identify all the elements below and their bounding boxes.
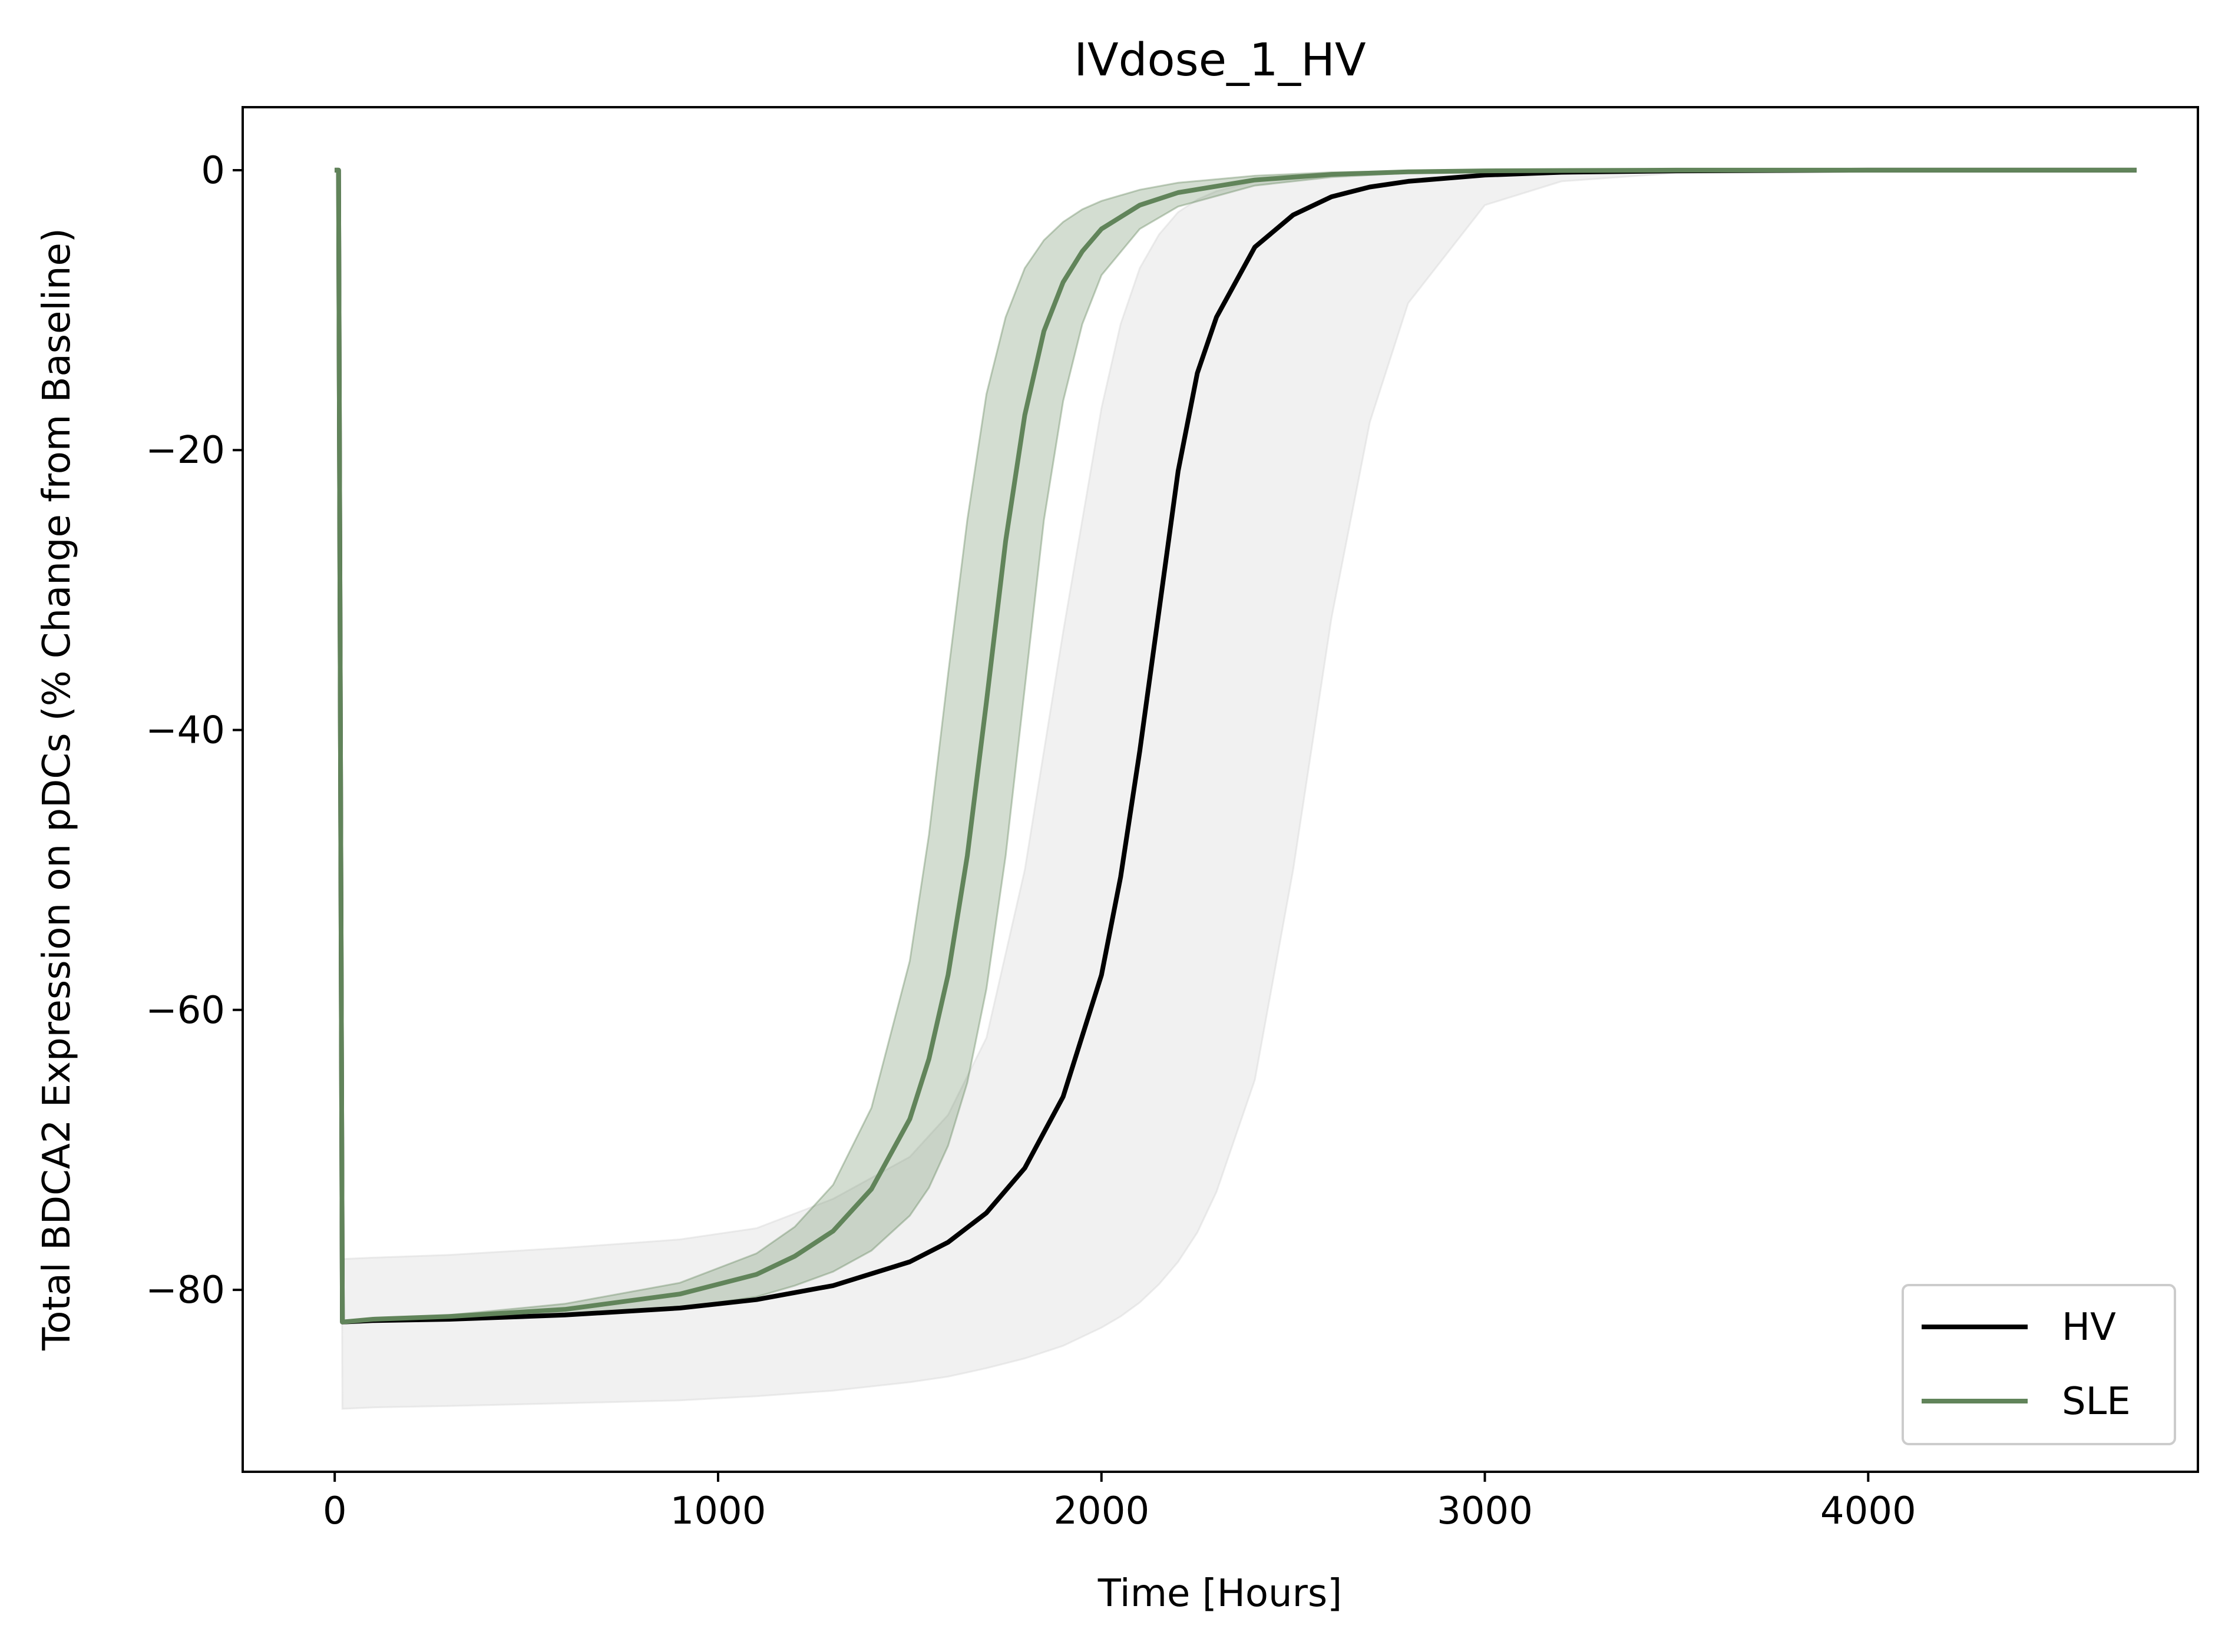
band-sle — [335, 169, 2137, 1325]
legend-label-hv: HV — [2062, 1306, 2116, 1349]
y-tick-label: −60 — [146, 989, 225, 1032]
band-hv — [335, 169, 2137, 1410]
x-axis: 0 1000 2000 3000 4000 — [323, 1472, 1916, 1533]
y-tick-label: −80 — [146, 1269, 225, 1312]
plot-area — [335, 167, 2137, 1410]
x-axis-label: Time [Hours] — [1097, 1572, 1342, 1615]
legend-frame — [1902, 1284, 2176, 1445]
x-tick-label: 3000 — [1437, 1489, 1533, 1533]
plot-frame — [242, 106, 2199, 1473]
y-axis: 0 −20 −40 −60 −80 — [146, 149, 243, 1312]
x-tick-label: 1000 — [670, 1489, 766, 1533]
y-axis-label: Total BDCA2 Expression on pDCs (% Change… — [35, 228, 79, 1351]
legend: HV SLE — [1902, 1284, 2176, 1445]
chart-title: IVdose_1_HV — [1074, 34, 1366, 87]
y-tick-label: 0 — [201, 149, 225, 193]
y-tick-label: −20 — [146, 429, 225, 472]
legend-label-sle: SLE — [2062, 1380, 2131, 1423]
series-line-sle — [335, 167, 2137, 1325]
x-tick-label: 4000 — [1820, 1489, 1916, 1533]
x-tick-label: 0 — [323, 1489, 347, 1533]
x-tick-label: 2000 — [1053, 1489, 1149, 1533]
series-line-hv — [335, 167, 2137, 1325]
y-tick-label: −40 — [146, 709, 225, 753]
